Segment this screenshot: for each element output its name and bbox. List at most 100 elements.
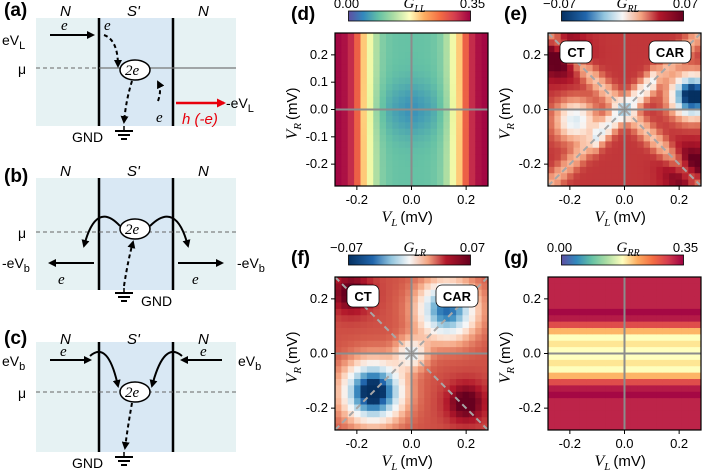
- heatmap-cell: [335, 39, 342, 47]
- heatmap-cell: [341, 84, 349, 91]
- heatmap-cell: [548, 90, 555, 98]
- heatmap-cell: [669, 391, 676, 399]
- heatmap-cell: [579, 33, 587, 40]
- heatmap-cell: [456, 147, 463, 155]
- heatmap-cell: [669, 84, 676, 91]
- heatmap-cell: [656, 179, 664, 187]
- heatmap-cell: [548, 302, 555, 310]
- heatmap-cell: [688, 379, 696, 386]
- annotation-box: [559, 40, 593, 64]
- heatmap-cell: [360, 173, 368, 181]
- heatmap-cell: [379, 160, 387, 168]
- heatmap-cell: [554, 391, 562, 399]
- heatmap-cell: [554, 289, 562, 297]
- heatmap-cell: [449, 334, 457, 342]
- heatmap-cell: [643, 410, 651, 418]
- heatmap-cell: [462, 179, 470, 187]
- heatmap-cell: [630, 296, 638, 303]
- heatmap-cell: [468, 115, 476, 123]
- heatmap-cell: [341, 379, 349, 386]
- heatmap-cell: [417, 277, 425, 284]
- heatmap-cell: [630, 77, 638, 85]
- heatmap-cell: [630, 33, 638, 40]
- heatmap-cell: [354, 340, 361, 348]
- heatmap-cell: [424, 372, 432, 380]
- heatmap-cell: [694, 404, 702, 412]
- heatmap-cell: [437, 417, 444, 425]
- heatmap-cell: [366, 135, 374, 142]
- heatmap-cell: [341, 77, 349, 85]
- heatmap-cell: [694, 128, 702, 136]
- annotation-box: [648, 40, 692, 64]
- heatmap-cell: [405, 103, 412, 110]
- heatmap-cell: [449, 328, 457, 335]
- heatmap-cell: [599, 173, 606, 181]
- heatmap-cell: [579, 90, 587, 98]
- heatmap-cell: [475, 366, 483, 374]
- heatmap-cell: [618, 353, 625, 361]
- x-tick-label: 0.0: [615, 192, 633, 207]
- heatmap-cell: [341, 128, 349, 136]
- heatmap-cell: [360, 96, 368, 104]
- heatmap-cell: [599, 353, 606, 361]
- heatmap-cell: [643, 423, 651, 431]
- heatmap-cell: [481, 404, 489, 412]
- heatmap-cell: [548, 39, 555, 47]
- heatmap-cell: [624, 166, 632, 174]
- heatmap-cell: [694, 103, 702, 110]
- merge-arrow-right-c: [149, 350, 183, 388]
- heatmap-cell: [554, 122, 562, 130]
- heatmap-cell: [573, 115, 581, 123]
- heatmap-cell: [579, 423, 587, 431]
- heatmap-cell: [554, 328, 562, 335]
- heatmap-cell: [462, 173, 470, 181]
- heatmap-cell: [637, 308, 645, 316]
- heatmap-cell: [688, 391, 696, 399]
- heatmap-cell: [347, 141, 355, 149]
- heatmap-cell: [637, 372, 645, 380]
- heatmap-cell: [694, 160, 702, 168]
- heatmap-cell: [475, 179, 483, 187]
- heatmap-cell: [669, 315, 676, 323]
- heatmap-cell: [656, 296, 664, 303]
- n-region-right: [173, 18, 236, 126]
- heatmap-cell: [650, 147, 657, 155]
- heatmap-cell: [573, 96, 581, 104]
- heatmap-cell: [417, 308, 425, 316]
- heatmap-cell: [592, 96, 600, 104]
- heatmap-cell: [662, 141, 670, 149]
- heatmap-cell: [605, 173, 613, 181]
- heatmap-cell: [643, 391, 651, 399]
- heatmap-cell: [567, 296, 574, 303]
- heatmap-cell: [548, 328, 555, 335]
- heatmap-cell: [462, 340, 470, 348]
- heatmap-cell: [354, 321, 361, 329]
- heatmap-cell: [392, 277, 400, 284]
- heatmap-cell: [637, 391, 645, 399]
- heatmap-cell: [650, 283, 657, 291]
- heatmap-cell: [341, 173, 349, 181]
- heatmap-cell: [366, 340, 374, 348]
- heatmap-cell: [411, 52, 419, 59]
- heatmap-cell: [360, 141, 368, 149]
- heatmap-cell: [586, 71, 594, 79]
- heatmap-cell: [379, 179, 387, 187]
- heatmap-cell: [650, 64, 657, 72]
- heatmap-cell: [694, 353, 702, 361]
- heatmap-cell: [675, 366, 683, 374]
- heatmap-cell: [481, 179, 489, 187]
- heatmap-cell: [417, 141, 425, 149]
- heatmap-cell: [618, 122, 625, 130]
- heatmap-cell: [624, 289, 632, 297]
- heatmap-cell: [554, 115, 562, 123]
- heatmap-cell: [347, 135, 355, 142]
- heatmap-cell: [630, 147, 638, 155]
- right-label-b: -eVb: [237, 255, 265, 275]
- heatmap-cell: [411, 33, 419, 40]
- heatmap-cell: [468, 135, 476, 142]
- heatmap-cell: [605, 160, 613, 168]
- heatmap-cell: [548, 154, 555, 161]
- heatmap-cell: [579, 308, 587, 316]
- hole-tunnel-arrow-a: [157, 80, 165, 102]
- heatmap-cell: [475, 77, 483, 85]
